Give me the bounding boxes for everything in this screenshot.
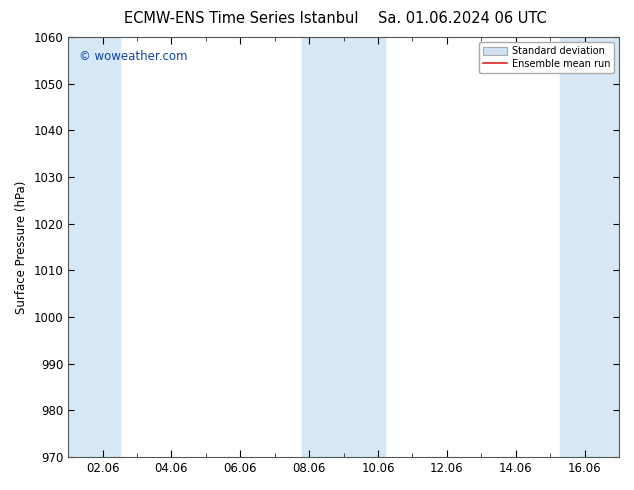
Y-axis label: Surface Pressure (hPa): Surface Pressure (hPa)	[15, 180, 28, 314]
Text: © woweather.com: © woweather.com	[79, 50, 188, 63]
Bar	[560, 37, 619, 457]
Text: ECMW-ENS Time Series Istanbul: ECMW-ENS Time Series Istanbul	[124, 11, 358, 26]
Bar	[68, 37, 120, 457]
Text: Sa. 01.06.2024 06 UTC: Sa. 01.06.2024 06 UTC	[378, 11, 547, 26]
Bar	[302, 37, 385, 457]
Legend: Standard deviation, Ensemble mean run: Standard deviation, Ensemble mean run	[479, 42, 614, 73]
